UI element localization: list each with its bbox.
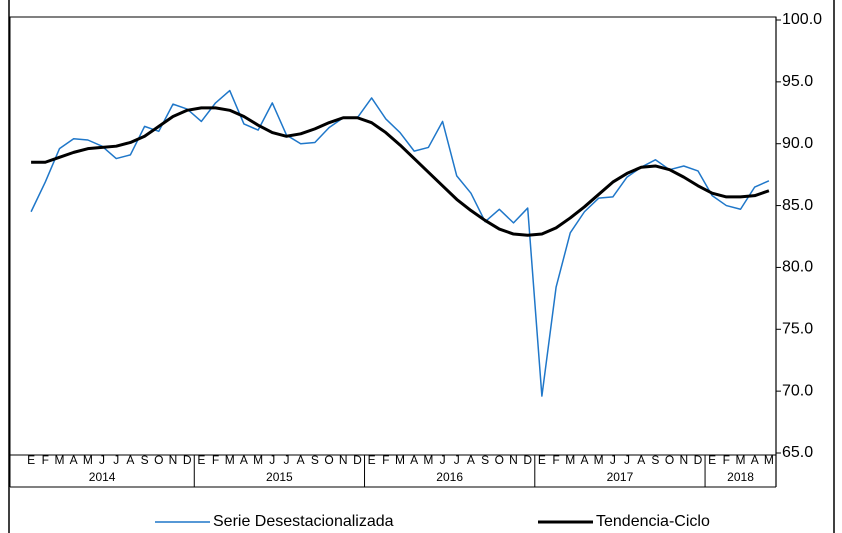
year-label: 2016 [436,470,463,484]
x-tick-label: M [594,453,604,467]
x-tick-label: N [169,453,178,467]
x-tick-label: A [240,453,248,467]
x-tick-label: E [708,453,716,467]
year-label: 2015 [266,470,293,484]
x-tick-label: A [751,453,759,467]
x-tick-label: J [624,453,630,467]
x-tick-label: N [339,453,348,467]
x-tick-label: E [197,453,205,467]
x-tick-label: A [637,453,645,467]
y-tick-label: 85.0 [782,197,813,214]
y-tick-label: 70.0 [782,382,813,399]
x-tick-label: D [353,453,362,467]
x-tick-label: A [580,453,588,467]
x-tick-label: O [665,453,674,467]
x-tick-label: D [523,453,532,467]
y-tick-label: 75.0 [782,321,813,338]
x-tick-label: J [283,453,289,467]
year-label: 2014 [89,470,116,484]
x-tick-label: J [113,453,119,467]
x-tick-label: M [253,453,263,467]
y-tick-label: 65.0 [782,444,813,461]
x-tick-label: M [565,453,575,467]
y-tick-label: 90.0 [782,135,813,152]
x-tick-label: A [70,453,78,467]
x-tick-label: A [410,453,418,467]
y-tick-label: 95.0 [782,73,813,90]
x-tick-label: M [54,453,64,467]
x-tick-label: A [297,453,305,467]
legend-label: Tendencia-Ciclo [596,513,710,530]
x-tick-label: O [324,453,333,467]
x-tick-label: A [126,453,134,467]
x-tick-label: M [764,453,774,467]
x-tick-label: D [183,453,192,467]
y-tick-label: 80.0 [782,259,813,276]
y-tick-label: 100.0 [782,11,822,28]
x-tick-label: J [454,453,460,467]
x-tick-label: M [736,453,746,467]
x-tick-label: M [225,453,235,467]
x-tick-label: A [467,453,475,467]
x-tick-label: E [538,453,546,467]
x-tick-label: J [269,453,275,467]
x-tick-label: M [83,453,93,467]
x-tick-label: J [610,453,616,467]
x-tick-label: O [495,453,504,467]
x-tick-label: F [382,453,389,467]
x-tick-label: E [27,453,35,467]
x-tick-label: J [440,453,446,467]
year-label: 2017 [607,470,634,484]
plot-area [9,16,777,456]
x-tick-label: E [368,453,376,467]
x-tick-label: F [212,453,219,467]
x-tick-label: J [99,453,105,467]
x-tick-label: S [311,453,319,467]
x-tick-label: F [42,453,49,467]
legend-label: Serie Desestacionalizada [213,513,394,530]
x-tick-label: N [509,453,518,467]
x-tick-label: S [651,453,659,467]
year-label: 2018 [727,470,754,484]
x-tick-label: F [552,453,559,467]
x-tick-label: O [154,453,163,467]
x-tick-label: M [423,453,433,467]
x-tick-label: S [141,453,149,467]
x-tick-label: D [694,453,703,467]
x-tick-label: S [481,453,489,467]
x-tick-label: N [679,453,688,467]
x-tick-label: F [723,453,730,467]
series-line [31,106,770,237]
x-tick-label: M [395,453,405,467]
